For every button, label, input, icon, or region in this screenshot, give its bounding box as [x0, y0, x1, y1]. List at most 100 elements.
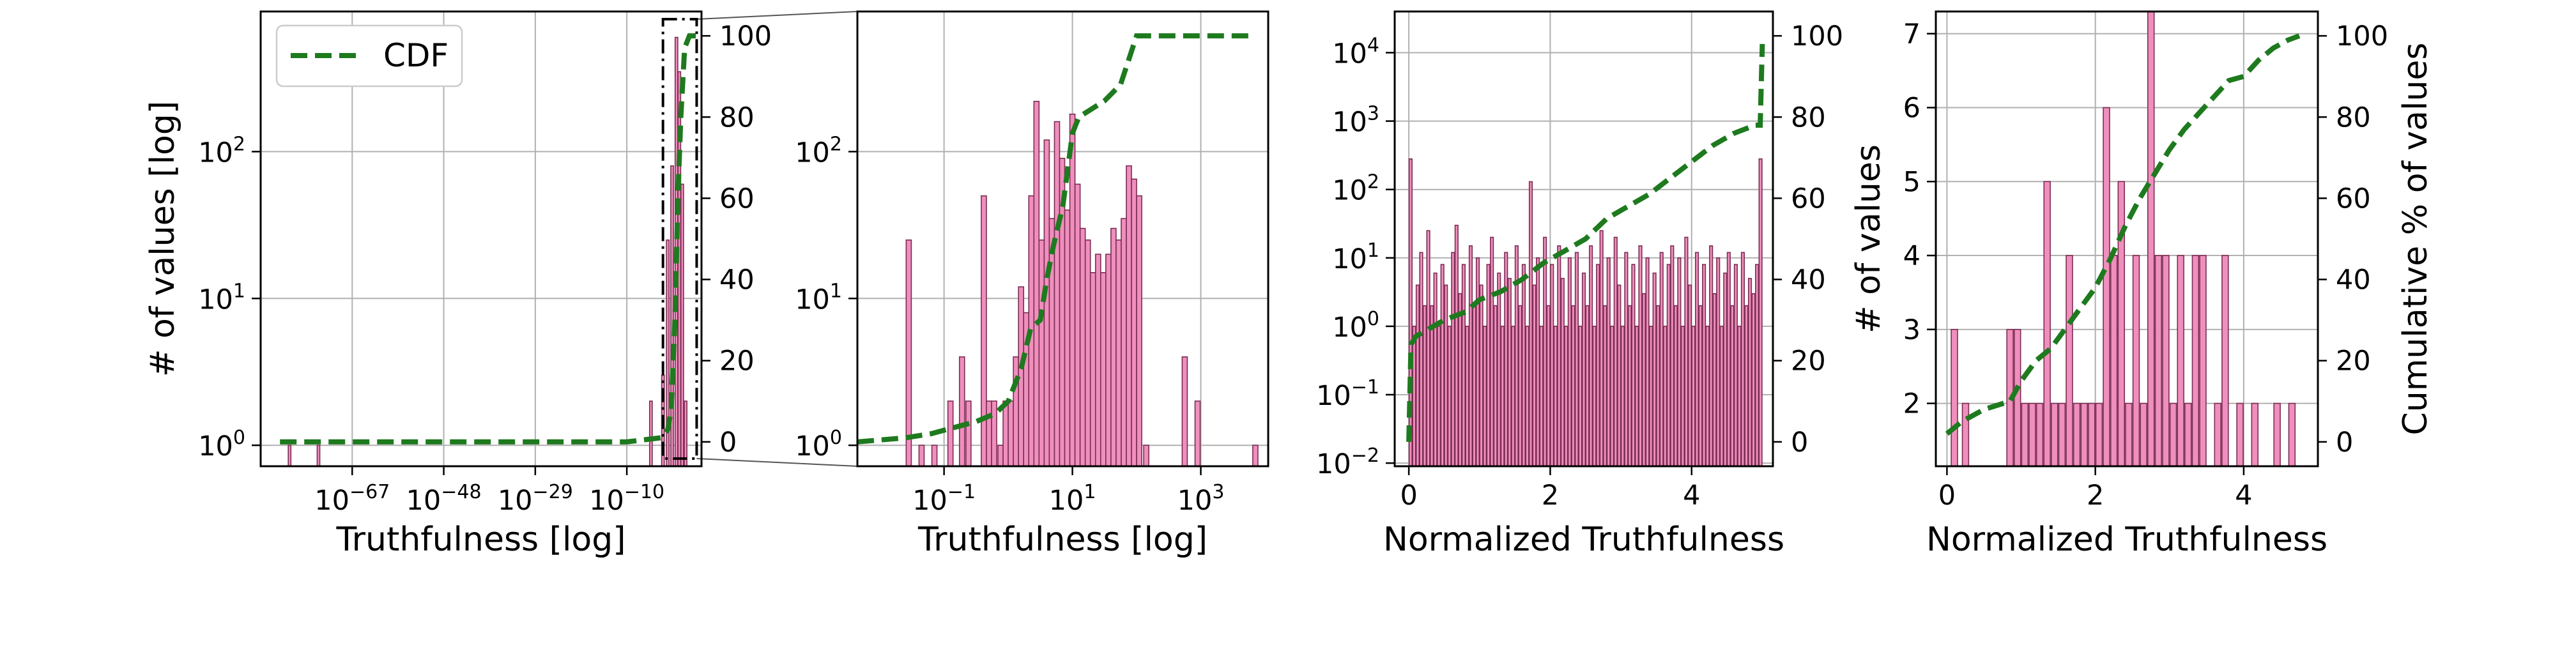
y-tick-label: 103	[1332, 103, 1379, 139]
histogram-bar	[1596, 264, 1600, 466]
x-axis: 0 2 4	[1938, 466, 2253, 512]
y2-tick-label: 100	[1791, 20, 1843, 52]
histogram-bar	[2117, 181, 2126, 466]
histogram-bar	[1624, 252, 1629, 466]
histogram-bar	[1610, 326, 1614, 466]
gridlines	[261, 11, 702, 466]
cdf-line	[1406, 43, 1765, 442]
y2-tick-label: 20	[719, 346, 755, 377]
histogram-bar	[1560, 278, 1565, 466]
x-tick-label: 4	[2235, 480, 2252, 512]
y-tick-label: 2	[1903, 388, 1920, 420]
histogram-bar	[2191, 255, 2200, 466]
x-tick-label-exponent: −48	[441, 481, 481, 503]
histogram-bar	[997, 445, 1004, 466]
histogram-bar	[1758, 158, 1763, 466]
histogram-bar	[1656, 305, 1660, 466]
histogram-bar	[1490, 236, 1494, 466]
histogram-bar	[2080, 402, 2088, 466]
histogram-bar	[2088, 402, 2096, 466]
x-tick-label: 10−29	[498, 481, 573, 517]
histogram-bar	[2184, 402, 2192, 466]
histogram-bar	[1603, 305, 1607, 466]
y-tick-label: 100	[795, 427, 842, 462]
histogram-bar	[1521, 264, 1526, 466]
y-tick-label-base: 10	[1332, 38, 1367, 70]
histogram-bar	[2073, 402, 2081, 466]
panel-3: 0 2 410−210−1100101102103104020406080100No…	[1316, 10, 1843, 559]
histogram-bar	[2028, 402, 2036, 466]
histogram-bar	[1546, 305, 1551, 466]
histogram-bar	[1694, 252, 1699, 466]
histogram-bar	[1412, 326, 1416, 466]
y-tick-label-exponent: 2	[830, 133, 842, 155]
y-tick-label: 101	[1332, 240, 1379, 275]
histogram-bar	[666, 240, 670, 466]
y-tick-label: 5	[1903, 166, 1920, 198]
histogram-bar	[2103, 107, 2110, 466]
histogram-bar	[1755, 264, 1759, 466]
y-tick-label: 102	[1332, 171, 1379, 207]
x-tick-label: 10−67	[314, 481, 390, 517]
y2-axis: 0 20 40 60 80 100	[2318, 20, 2388, 459]
y2-tick-label: 80	[2336, 102, 2371, 133]
histogram-bar	[2095, 402, 2103, 466]
histogram-bar	[1716, 257, 1721, 466]
histogram-bar	[1631, 264, 1636, 466]
histogram-bar	[1500, 326, 1505, 466]
histogram-bar	[2051, 402, 2058, 466]
x-tick-label-base: 10	[589, 485, 624, 517]
y-tick-label-base: 10	[1332, 243, 1367, 275]
histogram-bar	[316, 445, 321, 466]
y-tick-label-base: 10	[1332, 175, 1367, 207]
y2-tick-label: 60	[1791, 183, 1826, 215]
histogram-bar	[1581, 272, 1586, 466]
y-tick-label: 10−2	[1316, 445, 1379, 480]
histogram-bar	[2066, 255, 2073, 466]
histogram-bar	[1574, 252, 1579, 466]
x-axis-label: Normalized Truthfulness	[1926, 521, 2327, 559]
panel-1: 10−67 10−48 10−29 10−1010010110202040608010…	[144, 10, 772, 559]
histogram-bar	[1961, 402, 1970, 466]
histogram-bar	[2251, 402, 2259, 466]
y2-tick-label: 100	[719, 20, 772, 52]
histogram-bar	[1131, 178, 1137, 466]
y-tick-label-base: 10	[1332, 107, 1367, 139]
histogram-bar	[1252, 445, 1259, 466]
x-tick-label: 10−48	[406, 481, 482, 517]
histogram-bar	[2177, 255, 2184, 466]
histogram-bar	[1426, 230, 1430, 466]
x-tick-label-base: 10	[406, 485, 441, 517]
histogram-bar	[1550, 264, 1554, 466]
histogram-bar	[1641, 293, 1646, 466]
zoom-connector-line	[696, 11, 858, 20]
x-tick-label-exponent: −67	[349, 481, 390, 503]
histogram-bar	[1677, 257, 1682, 466]
histogram-bar	[1670, 245, 1675, 466]
histogram-bar	[1951, 329, 1958, 466]
histogram-bar	[2162, 255, 2170, 466]
histogram-bar	[1620, 326, 1625, 466]
y2-tick-label: 80	[1791, 102, 1826, 133]
x-tick-label-exponent: 1	[1084, 481, 1096, 503]
histogram-bar	[1507, 278, 1512, 466]
y-tick-label: 10−1	[1316, 376, 1379, 412]
histogram-bar	[1483, 326, 1487, 466]
histogram-bar	[1008, 400, 1014, 466]
x-tick-label-base: 10	[498, 485, 533, 517]
x-axis: 10−67 10−48 10−29 10−10	[314, 466, 664, 517]
histogram-bar	[1723, 272, 1728, 466]
histogram-bar	[1422, 305, 1427, 466]
x-tick-label: 2	[1542, 480, 1559, 512]
y2-tick-label: 80	[719, 102, 755, 133]
histogram-bar	[1059, 158, 1066, 466]
y2-axis: 0 20 40 60 80 100	[1773, 20, 1843, 459]
histogram-bar	[1613, 236, 1618, 466]
histogram-bar	[1737, 326, 1742, 466]
histogram-bar	[2006, 329, 2014, 466]
histogram-bar	[1415, 284, 1420, 466]
histogram-bar	[1567, 257, 1572, 466]
histogram-bar	[1479, 284, 1483, 466]
histogram-bar	[2273, 402, 2281, 466]
